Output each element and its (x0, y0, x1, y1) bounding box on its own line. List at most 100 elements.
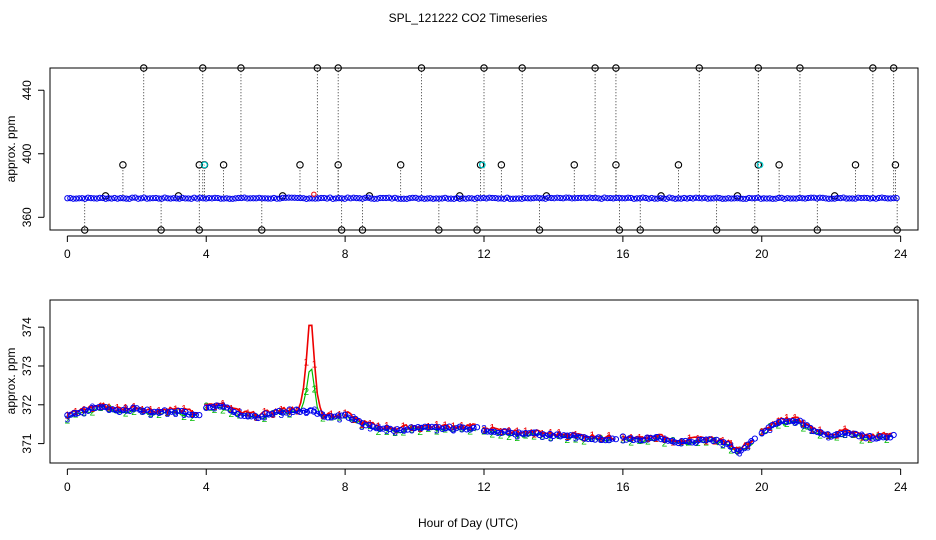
baseline-point (173, 195, 180, 202)
series-3-symbol: 3 (598, 435, 604, 446)
baseline-point (734, 195, 741, 202)
series-o-point (335, 412, 342, 419)
series-o-point (491, 428, 498, 435)
series-2-symbol: 2 (459, 424, 465, 435)
series-o-point (213, 402, 220, 409)
baseline-point (489, 194, 496, 202)
series-2-symbol: 2 (481, 427, 487, 438)
baseline-point (279, 194, 286, 201)
mid-spike-point (851, 161, 860, 169)
baseline-point (568, 195, 576, 202)
baseline-point (418, 195, 425, 202)
baseline-point (748, 195, 756, 202)
baseline-point (344, 194, 351, 201)
baseline-point (474, 194, 481, 202)
baseline-point (554, 194, 561, 201)
baseline-point (362, 194, 369, 201)
series-o-point (269, 410, 276, 417)
baseline-point (831, 195, 838, 202)
series-o-point (262, 410, 269, 417)
baseline-point (571, 195, 579, 202)
baseline-point (444, 195, 452, 202)
series-1-symbol: 1 (190, 409, 196, 420)
baseline-point (772, 195, 779, 202)
series-1-symbol: 1 (662, 435, 668, 446)
series-3-symbol: 3 (767, 425, 773, 436)
series-3-symbol: 3 (515, 432, 521, 443)
series-3-symbol: 3 (745, 443, 751, 454)
series-3-symbol: 3 (73, 409, 79, 420)
series-1-symbol: 1 (523, 427, 529, 438)
cyan-point (478, 161, 486, 169)
series-2-symbol: 2 (628, 437, 634, 448)
series-3-symbol: 3 (203, 402, 209, 413)
series-o-point (119, 407, 127, 414)
series-o-point (623, 436, 630, 443)
baseline-point (595, 195, 602, 202)
series-3-symbol: 3 (417, 424, 423, 435)
series-o-point (300, 407, 307, 414)
baseline-point (76, 195, 83, 202)
low-spike-point (751, 226, 759, 234)
x-tick-label: 8 (342, 247, 349, 261)
baseline-point (421, 195, 428, 202)
baseline-point (840, 194, 847, 201)
series-o-point (105, 406, 113, 413)
y-tick-label: 373 (20, 356, 34, 376)
baseline-point (852, 195, 859, 202)
baseline-point (754, 194, 762, 201)
series-o-point (883, 434, 890, 441)
series-o-point (244, 412, 252, 419)
high-spike-point (612, 64, 620, 72)
low-spike-point (195, 226, 204, 234)
series-o-point (831, 432, 838, 439)
series-o-point (602, 437, 609, 444)
series-o-point (178, 407, 186, 415)
series-o-point (501, 428, 508, 435)
baseline-point (294, 194, 301, 202)
baseline-point (866, 195, 874, 202)
top-y-axis-label: approx. ppm (4, 116, 18, 183)
baseline-point (140, 194, 148, 201)
baseline-point (751, 195, 759, 202)
series-1-line (483, 426, 615, 441)
series-o-point (498, 429, 505, 437)
series-3-symbol: 3 (287, 409, 293, 420)
series-o-point (307, 407, 314, 414)
series-o-point (435, 424, 442, 431)
baseline-point (565, 194, 573, 201)
series-o-point (130, 404, 137, 411)
baseline-point (253, 195, 260, 202)
baseline-point (607, 194, 614, 202)
series-2-symbol: 2 (759, 428, 765, 439)
series-3-symbol: 3 (620, 436, 626, 447)
baseline-point (799, 195, 806, 202)
baseline-point (256, 194, 263, 201)
series-o-point (71, 409, 78, 417)
baseline-point (371, 195, 378, 202)
series-o-point (612, 436, 620, 443)
series-2-symbol: 2 (212, 405, 218, 416)
series-o-point (217, 403, 224, 410)
baseline-point (188, 195, 195, 202)
series-1-symbol: 1 (590, 431, 596, 442)
baseline-point (99, 194, 106, 202)
baseline-point (143, 195, 151, 202)
series-1-symbol: 1 (270, 409, 276, 420)
series-2-symbol: 2 (131, 407, 137, 418)
series-3-symbol: 3 (115, 406, 121, 417)
baseline-point (843, 195, 850, 202)
baseline-point (586, 194, 593, 201)
baseline-point (315, 195, 322, 202)
series-o-point (779, 417, 786, 425)
series-3-symbol: 3 (581, 433, 587, 444)
series-o-point (727, 443, 734, 450)
baseline-point (129, 194, 136, 201)
series-3-symbol: 3 (662, 435, 668, 446)
series-o-point (296, 408, 304, 416)
series-1-symbol: 1 (65, 411, 71, 422)
y-tick-label: 371 (20, 433, 34, 453)
series-2-symbol: 2 (123, 408, 129, 419)
baseline-point (152, 194, 159, 202)
baseline-point (893, 195, 900, 202)
